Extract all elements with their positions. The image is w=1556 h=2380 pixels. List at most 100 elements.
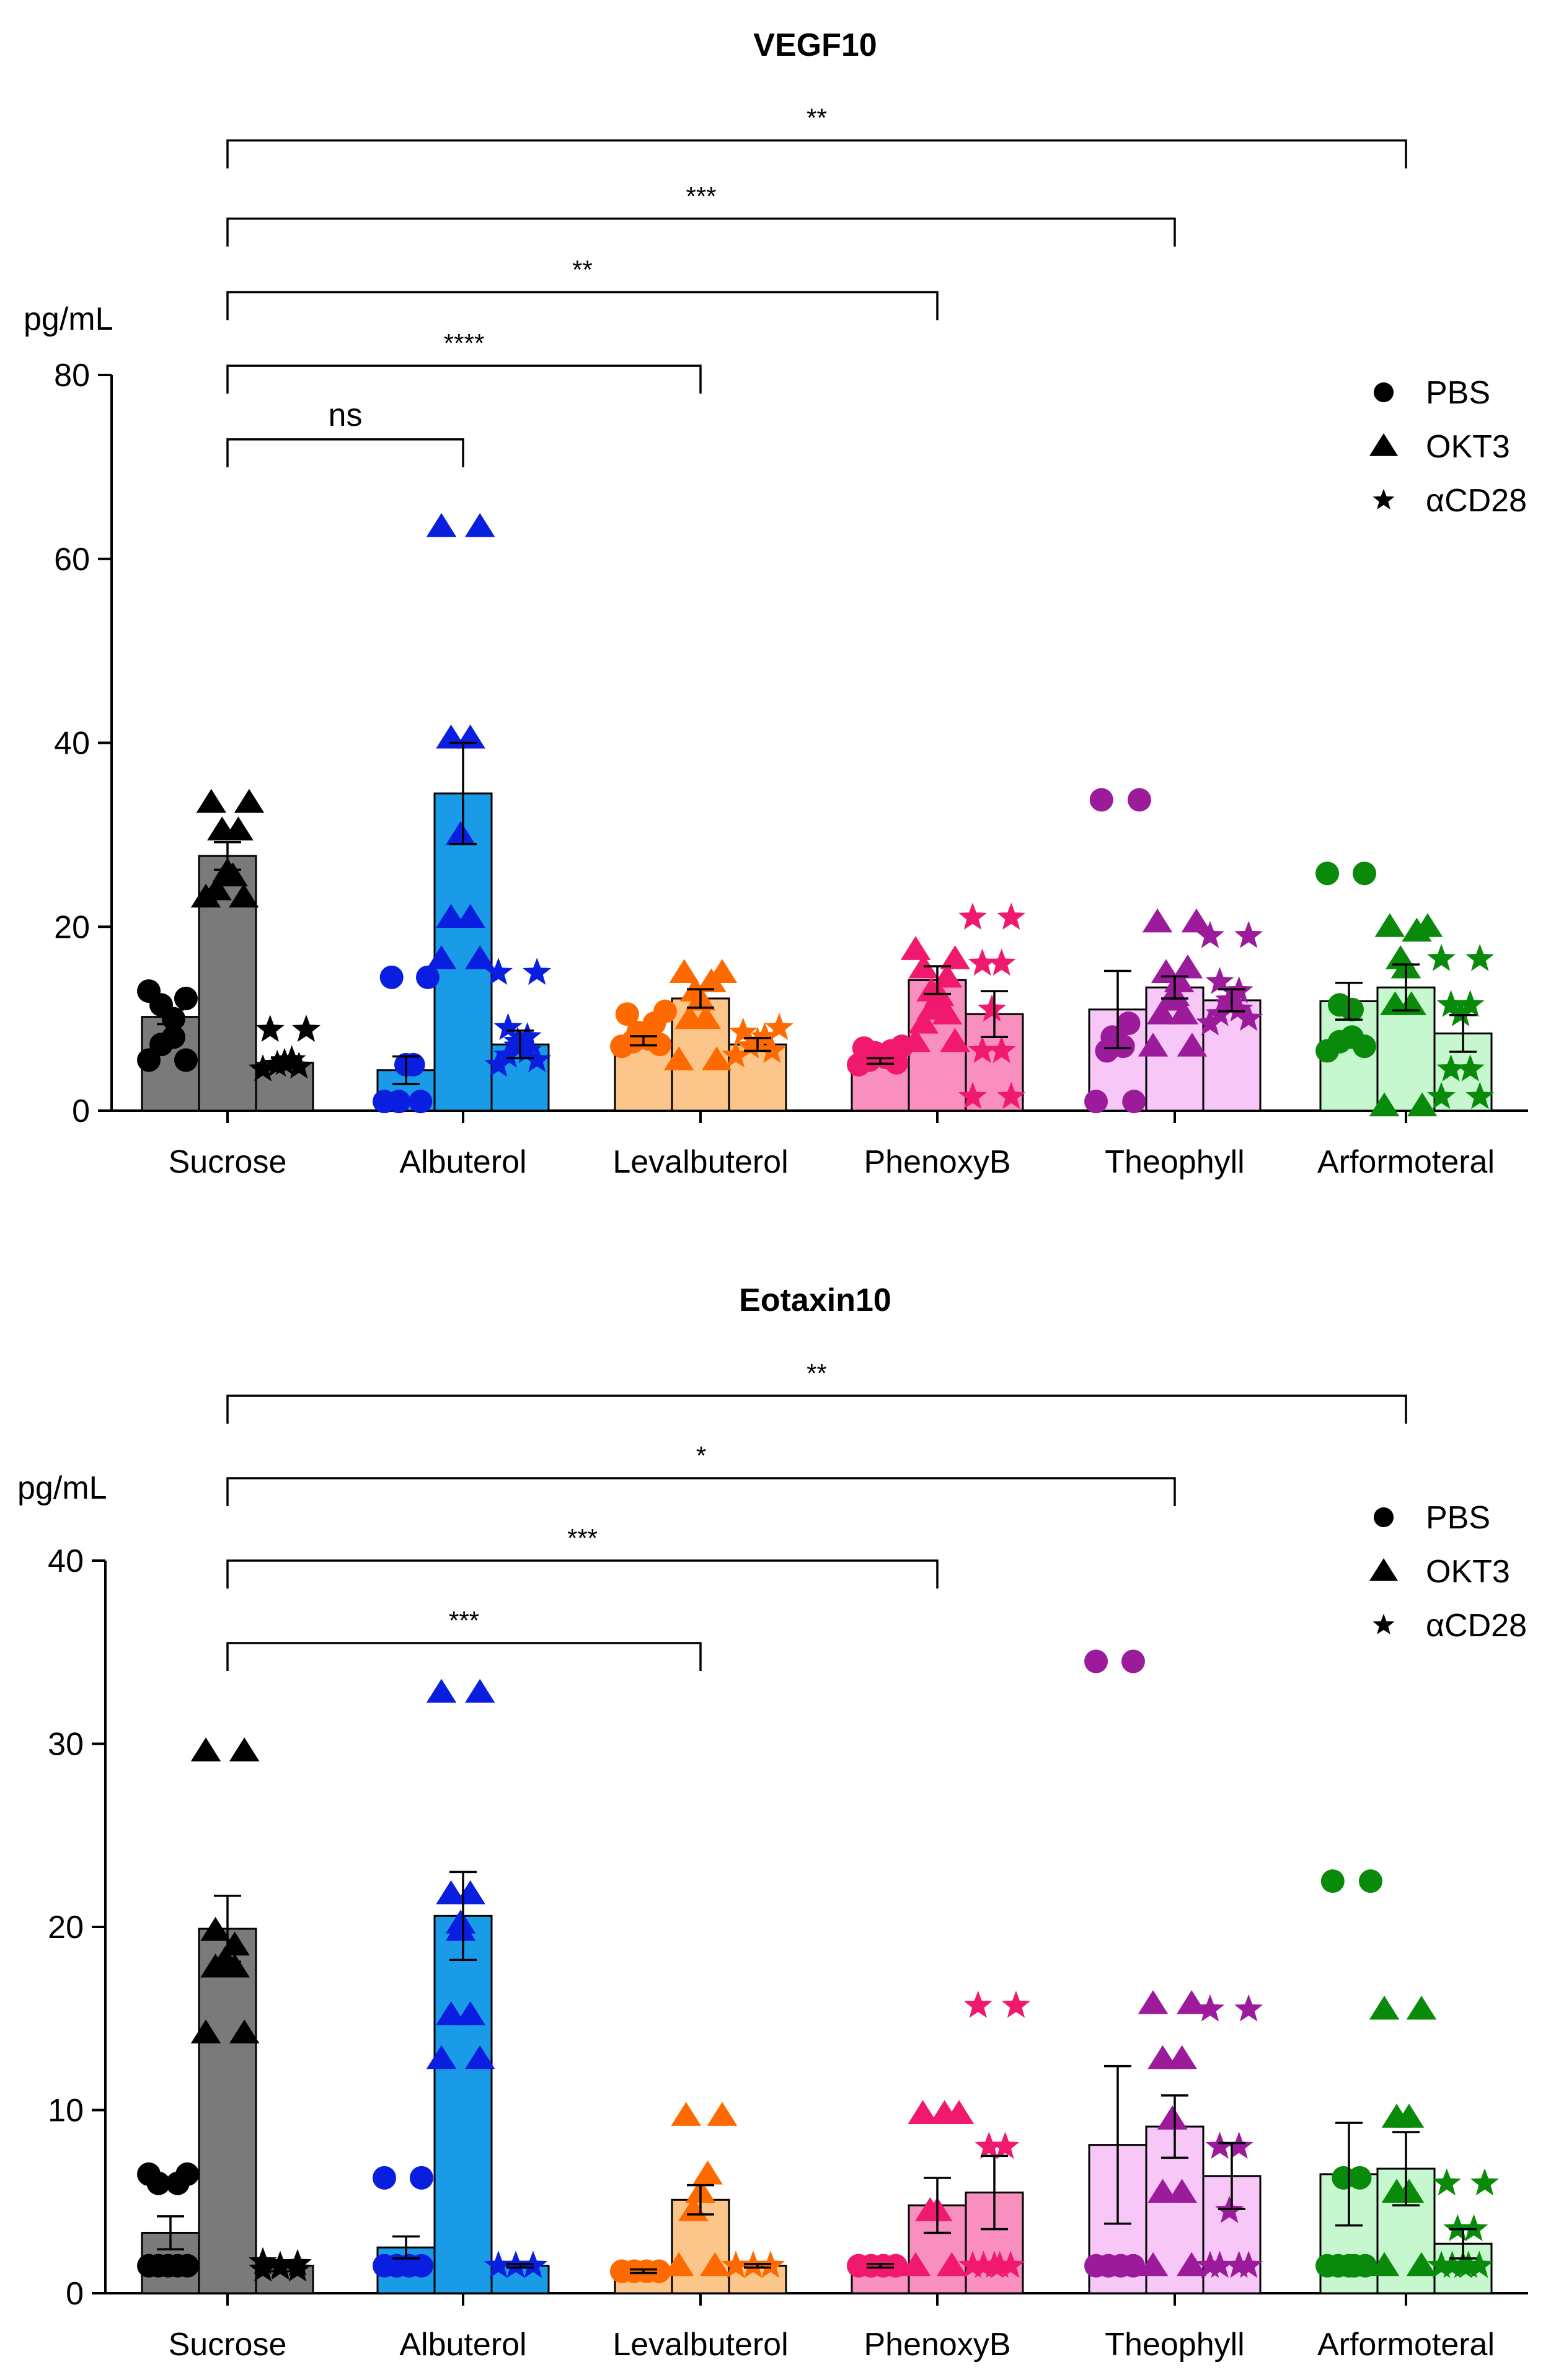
data-point bbox=[1224, 994, 1253, 1022]
data-point bbox=[373, 2166, 397, 2190]
data-point bbox=[669, 959, 700, 983]
data-point bbox=[249, 1054, 277, 1082]
data-point bbox=[445, 821, 476, 845]
data-point bbox=[415, 965, 440, 989]
error-bar bbox=[506, 2262, 534, 2269]
error-bar bbox=[630, 2268, 657, 2275]
error-bar bbox=[744, 2262, 771, 2269]
error-bar bbox=[1449, 2228, 1477, 2260]
data-point bbox=[758, 1036, 787, 1064]
data-point bbox=[426, 513, 457, 537]
data-point bbox=[940, 1028, 970, 1052]
data-point bbox=[1328, 993, 1352, 1017]
data-point bbox=[455, 2001, 485, 2025]
data-point bbox=[1459, 2214, 1488, 2242]
data-point bbox=[647, 2259, 671, 2283]
data-point bbox=[513, 1036, 542, 1064]
data-point bbox=[968, 1036, 997, 1064]
data-point bbox=[1127, 788, 1151, 812]
data-point bbox=[722, 2250, 750, 2278]
data-point bbox=[700, 2252, 730, 2276]
x-tick-label: Arformoteral bbox=[1317, 1144, 1495, 1180]
x-tick-label: PhenoxyB bbox=[864, 2327, 1010, 2363]
data-point bbox=[161, 1025, 185, 1049]
error-bar bbox=[214, 1895, 241, 1963]
y-tick-label: 40 bbox=[54, 726, 90, 762]
data-point bbox=[292, 1015, 320, 1042]
y-axis-unit: pg/mL bbox=[17, 1470, 107, 1506]
data-point bbox=[1432, 2168, 1461, 2196]
chart-title: Eotaxin10 bbox=[739, 1282, 891, 1318]
data-point bbox=[722, 1040, 750, 1068]
error-bar bbox=[1104, 2065, 1131, 2225]
data-point bbox=[1407, 1092, 1438, 1117]
data-point bbox=[523, 1045, 552, 1072]
data-point bbox=[1427, 944, 1456, 971]
data-point bbox=[174, 986, 198, 1010]
significance-bracket: **** bbox=[226, 328, 702, 394]
chart-1: Eotaxin10 pg/mL 0 10 20 30 40 Sucrose Albuterol L… bbox=[17, 1282, 1528, 2363]
data-point bbox=[1142, 908, 1173, 933]
x-tick-label: Sucrose bbox=[169, 2327, 287, 2363]
data-point bbox=[1084, 1090, 1108, 1114]
data-point bbox=[503, 1026, 533, 1054]
data-point bbox=[968, 948, 997, 976]
y-tick-label: 20 bbox=[48, 1910, 84, 1946]
data-point bbox=[513, 1022, 542, 1049]
data-point bbox=[234, 788, 265, 813]
error-bar bbox=[506, 1029, 534, 1060]
error-bar bbox=[1335, 2122, 1363, 2227]
data-point bbox=[1465, 944, 1495, 971]
data-point bbox=[436, 725, 466, 749]
data-point bbox=[1406, 1995, 1437, 2020]
data-point bbox=[707, 959, 738, 983]
error-bar bbox=[1392, 963, 1420, 1012]
data-point bbox=[991, 2131, 1020, 2159]
error-bar bbox=[924, 965, 951, 995]
data-point bbox=[1224, 2250, 1253, 2278]
data-point bbox=[401, 1052, 425, 1077]
data-point bbox=[692, 2160, 723, 2185]
data-point bbox=[615, 1002, 639, 1026]
y-tick-label: 40 bbox=[48, 1543, 84, 1579]
significance-bracket: *** bbox=[226, 1523, 939, 1589]
data-point bbox=[1412, 913, 1443, 937]
bar-OKT3-Albuterol bbox=[433, 1915, 493, 2294]
data-point bbox=[987, 948, 1016, 976]
legend-label: PBS bbox=[1426, 1500, 1490, 1536]
data-point bbox=[1196, 920, 1224, 948]
error-bar bbox=[867, 1057, 894, 1065]
significance-label: *** bbox=[449, 1606, 479, 1635]
y-tick-label: 60 bbox=[54, 542, 90, 578]
data-point bbox=[1381, 2104, 1412, 2128]
data-point bbox=[1176, 1990, 1207, 2014]
error-bar bbox=[449, 1871, 477, 1961]
significance-bracket: *** bbox=[226, 182, 1176, 247]
data-point bbox=[1427, 1082, 1456, 1109]
data-point bbox=[1146, 1000, 1177, 1025]
data-point bbox=[610, 2259, 634, 2283]
data-point bbox=[200, 1916, 231, 1941]
data-point bbox=[266, 2250, 294, 2278]
data-point bbox=[1172, 954, 1203, 979]
data-point bbox=[1196, 1994, 1224, 2022]
data-point bbox=[196, 788, 227, 813]
data-point bbox=[1138, 2252, 1169, 2276]
legend-label: OKT3 bbox=[1426, 429, 1510, 465]
x-tick-label: Theophyll bbox=[1105, 1144, 1244, 1180]
data-point bbox=[997, 1082, 1026, 1109]
data-point bbox=[1340, 1025, 1364, 1049]
data-point bbox=[1138, 1033, 1169, 1057]
data-point bbox=[937, 2252, 967, 2276]
data-point bbox=[1122, 1090, 1146, 1114]
significance-label: ** bbox=[572, 255, 593, 284]
data-point bbox=[883, 2254, 908, 2278]
data-point bbox=[1315, 862, 1340, 886]
data-point bbox=[908, 2100, 938, 2124]
data-point bbox=[890, 1034, 914, 1059]
data-point bbox=[707, 2102, 738, 2126]
legend-marker bbox=[1369, 433, 1399, 456]
data-point bbox=[283, 2249, 312, 2276]
x-tick-label: Levalbuterol bbox=[612, 1144, 788, 1180]
